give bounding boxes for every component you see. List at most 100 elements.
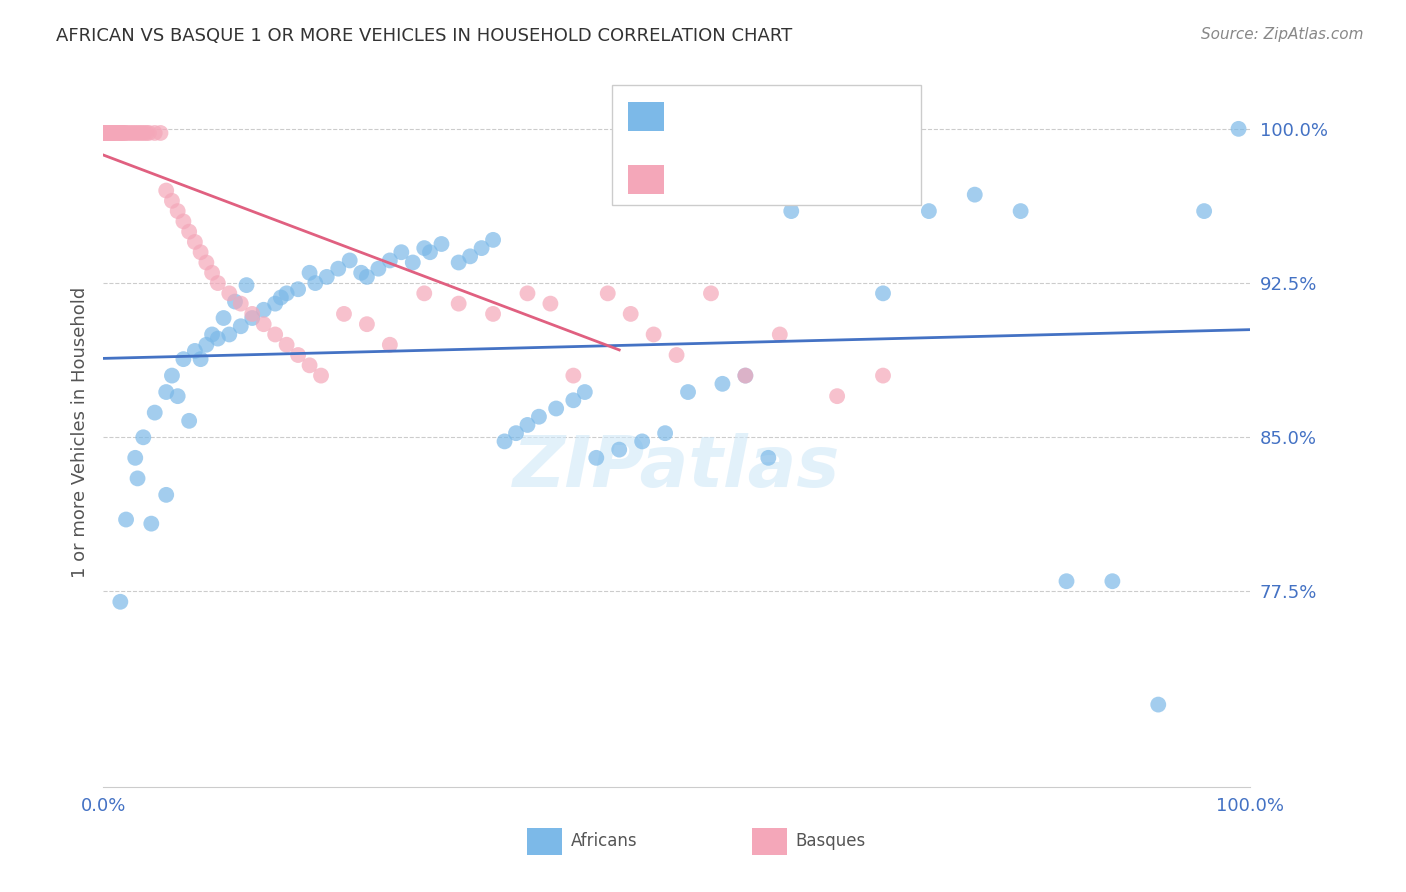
Point <box>132 430 155 444</box>
Point <box>160 194 183 208</box>
Point <box>430 237 453 252</box>
Point <box>172 352 194 367</box>
Point <box>700 286 723 301</box>
Point <box>155 488 177 502</box>
Point <box>96 126 118 140</box>
Point <box>350 266 373 280</box>
Text: ZIPatlas: ZIPatlas <box>513 434 841 502</box>
Point <box>447 255 470 269</box>
Point <box>212 311 235 326</box>
Point <box>447 296 470 310</box>
Point <box>93 126 115 140</box>
Point <box>780 204 803 219</box>
Point <box>218 286 240 301</box>
Point <box>91 126 114 140</box>
Point <box>124 126 146 140</box>
Point <box>240 311 263 326</box>
Point <box>665 348 688 362</box>
Point <box>134 126 156 140</box>
Point <box>264 327 287 342</box>
Point <box>287 348 309 362</box>
Point <box>562 393 585 408</box>
Point <box>825 389 848 403</box>
Point <box>419 245 441 260</box>
Point <box>195 337 218 351</box>
Text: Source: ZipAtlas.com: Source: ZipAtlas.com <box>1201 27 1364 42</box>
Point <box>825 187 848 202</box>
Text: AFRICAN VS BASQUE 1 OR MORE VEHICLES IN HOUSEHOLD CORRELATION CHART: AFRICAN VS BASQUE 1 OR MORE VEHICLES IN … <box>56 27 793 45</box>
Text: Africans: Africans <box>571 832 637 850</box>
Point <box>304 276 326 290</box>
Point <box>309 368 332 383</box>
Point <box>143 126 166 140</box>
Point <box>402 255 425 269</box>
Point <box>471 241 494 255</box>
Point <box>1056 574 1078 589</box>
Point <box>872 368 894 383</box>
Y-axis label: 1 or more Vehicles in Household: 1 or more Vehicles in Household <box>72 286 89 578</box>
Point <box>97 126 120 140</box>
Text: Basques: Basques <box>796 832 866 850</box>
Point <box>115 126 138 140</box>
Point <box>235 278 257 293</box>
Point <box>114 126 136 140</box>
Point <box>105 126 128 140</box>
Point <box>527 409 550 424</box>
Point <box>276 337 298 351</box>
Point <box>97 126 120 140</box>
Point <box>127 471 149 485</box>
Point <box>97 126 120 140</box>
Point <box>333 307 356 321</box>
Point <box>111 126 134 140</box>
Point <box>298 359 321 373</box>
Point <box>110 126 132 140</box>
Point <box>224 294 246 309</box>
Point <box>201 266 224 280</box>
Point <box>91 126 114 140</box>
Point <box>356 269 378 284</box>
Point <box>1227 121 1250 136</box>
Point <box>413 286 436 301</box>
Point <box>1010 204 1032 219</box>
Point <box>756 450 779 465</box>
Point <box>1101 574 1123 589</box>
Point <box>141 516 163 531</box>
Point <box>505 426 527 441</box>
Point <box>574 385 596 400</box>
Point <box>207 332 229 346</box>
Point <box>276 286 298 301</box>
Text: R = 0.272   N = 73: R = 0.272 N = 73 <box>675 107 859 125</box>
Point <box>516 417 538 432</box>
Point <box>115 512 138 526</box>
Point <box>100 126 122 140</box>
Point <box>155 184 177 198</box>
Point <box>104 126 127 140</box>
Point <box>1192 204 1215 219</box>
Point <box>97 126 120 140</box>
Point <box>201 327 224 342</box>
Point <box>190 245 212 260</box>
Point <box>101 126 124 140</box>
Point <box>389 245 412 260</box>
Point <box>711 376 734 391</box>
Point <box>482 307 505 321</box>
Point <box>128 126 150 140</box>
Point <box>367 261 389 276</box>
Point <box>98 126 121 140</box>
Point <box>963 187 986 202</box>
Point <box>676 385 699 400</box>
Point <box>107 126 129 140</box>
Point <box>117 126 139 140</box>
Point <box>122 126 145 140</box>
Point <box>149 126 172 140</box>
Point <box>160 368 183 383</box>
Point <box>607 442 630 457</box>
Point <box>101 126 124 140</box>
Point <box>1147 698 1170 712</box>
Point <box>96 126 118 140</box>
Point <box>91 126 114 140</box>
Point <box>112 126 135 140</box>
Point <box>218 327 240 342</box>
Point <box>734 368 756 383</box>
Point <box>104 126 127 140</box>
